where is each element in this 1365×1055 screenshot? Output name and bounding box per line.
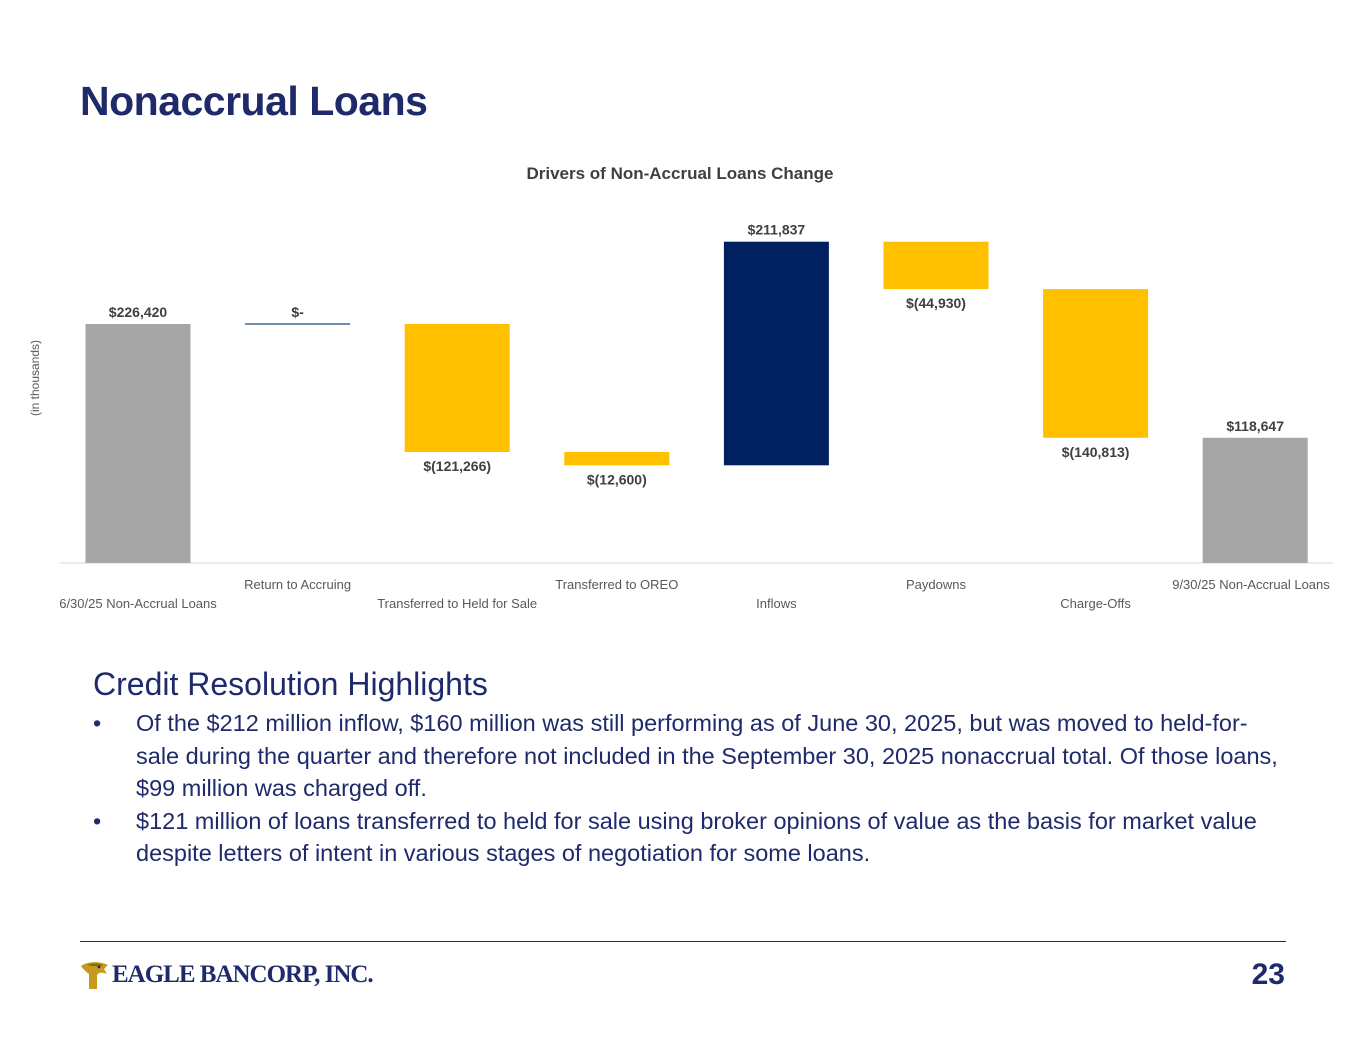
highlights-heading: Credit Resolution Highlights: [93, 666, 488, 702]
page-title: Nonaccrual Loans: [80, 78, 428, 124]
highlight-text: $121 million of loans transferred to hel…: [136, 807, 1257, 867]
data-label: $(140,813): [1062, 444, 1130, 460]
highlight-text: Of the $212 million inflow, $160 million…: [136, 710, 1278, 801]
x-tick-label: Inflows: [756, 596, 797, 611]
waterfall-chart: Drivers of Non-Accrual Loans Change (in …: [28, 164, 1333, 611]
x-tick-label: 9/30/25 Non-Accrual Loans: [1172, 577, 1330, 592]
data-label: $(44,930): [906, 295, 966, 311]
data-label: $-: [291, 304, 304, 320]
bar-mark: [564, 452, 670, 466]
data-label: $211,837: [748, 222, 806, 238]
bar-mark: [404, 324, 510, 453]
chart-title: Drivers of Non-Accrual Loans Change: [526, 164, 833, 183]
highlight-bullet-item: • Of the $212 million inflow, $160 milli…: [93, 707, 1283, 805]
bar-mark: [1043, 289, 1149, 438]
x-tick-label: Transferred to OREO: [555, 577, 678, 592]
bar-mark: [883, 241, 989, 290]
highlight-bullet-item: • $121 million of loans transferred to h…: [93, 805, 1283, 870]
bar-mark: [85, 324, 191, 563]
x-tick-label: Paydowns: [906, 577, 966, 592]
bar-mark: [723, 241, 829, 466]
logo-wordmark: EAGLE BANCORP, INC.: [112, 961, 374, 988]
x-tick-label: Transferred to Held for Sale: [377, 596, 537, 611]
highlights-list: • Of the $212 million inflow, $160 milli…: [93, 707, 1283, 870]
credit-resolution-highlights: Credit Resolution Highlights • Of the $2…: [93, 666, 1283, 870]
data-label: $(121,266): [423, 458, 491, 474]
bullet-marker: •: [93, 807, 102, 834]
eagle-head-icon: [81, 962, 108, 989]
x-tick-label: Charge-Offs: [1060, 596, 1131, 611]
company-logo: EAGLE BANCORP, INC.: [80, 960, 374, 990]
bullet-marker: •: [93, 710, 102, 736]
data-label: $118,647: [1226, 418, 1284, 434]
data-label: $226,420: [109, 304, 168, 320]
x-tick-label: Return to Accruing: [244, 577, 351, 592]
bar-mark: [1202, 437, 1308, 563]
data-label: $(12,600): [587, 471, 647, 487]
y-axis-label: (in thousands): [28, 340, 42, 416]
x-tick-label: 6/30/25 Non-Accrual Loans: [59, 596, 217, 611]
page-number: 23: [1251, 958, 1285, 991]
footer-divider: [80, 941, 1286, 942]
